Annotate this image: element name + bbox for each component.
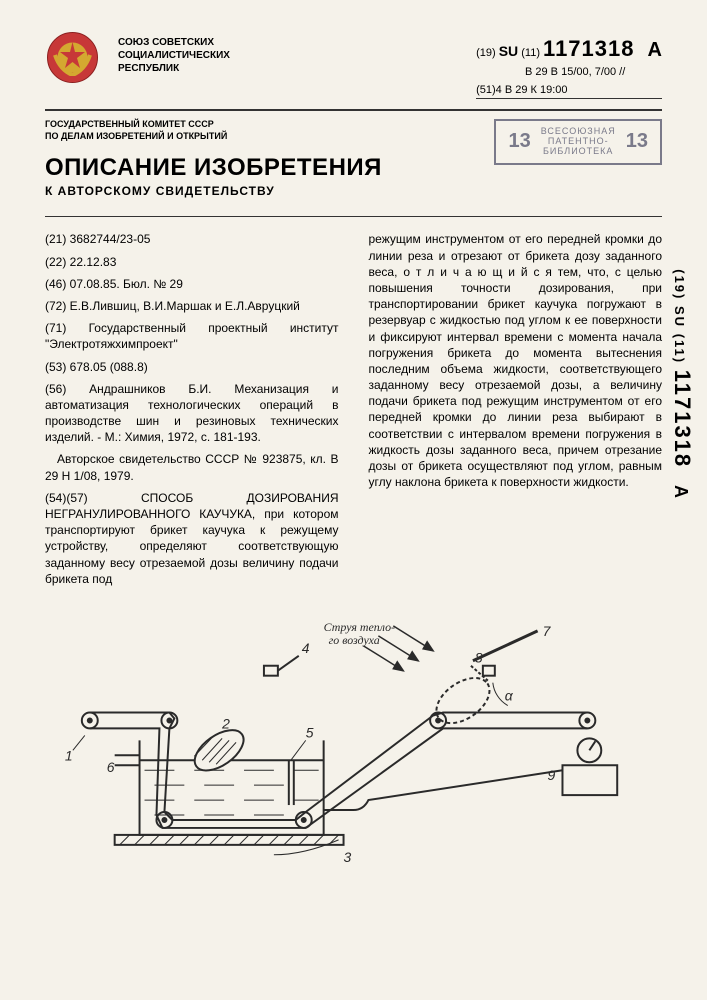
field-71: (71) Государственный проектный институт … [45,320,339,352]
abstract-text: режущим инструментом от его передней кро… [369,231,663,490]
field-21: (21) 3682744/23-05 [45,231,339,247]
field-56: (56) Андрашников Б.И. Механизация и авто… [45,381,339,446]
fig-label-2: 2 [221,715,230,731]
fig-label-1: 1 [65,747,73,763]
ipc-line2: (51)4 В 29 К 19:00 [476,84,662,99]
sub-title: К АВТОРСКОМУ СВИДЕТЕЛЬСТВУ [45,184,382,198]
right-column: режущим инструментом от его передней кро… [369,231,663,593]
header: СОЮЗ СОВЕТСКИХ СОЦИАЛИСТИЧЕСКИХ РЕСПУБЛИ… [45,30,662,99]
title-block: ОПИСАНИЕ ИЗОБРЕТЕНИЯ К АВТОРСКОМУ СВИДЕТ… [45,154,382,198]
stamp-num-left: 13 [508,130,530,153]
fig-label-6: 6 [107,759,115,775]
pub-kind: A [648,39,662,61]
divider [45,109,662,111]
patent-figure: 1 2 3 4 5 6 7 8 9 α Струя тепло- го возд… [45,611,662,880]
fig-label-4: 4 [302,640,310,656]
field-22: (22) 22.12.83 [45,254,339,270]
thin-divider [45,216,662,217]
pub-number: 1171318 [543,36,634,61]
pub-country: SU [499,43,518,59]
fig-label-alpha: α [505,688,514,704]
field-56b: Авторское свидетельство СССР № 923875, к… [45,451,339,483]
committee-label: ГОСУДАРСТВЕННЫЙ КОМИТЕТ СССР ПО ДЕЛАМ ИЗ… [45,119,382,142]
ipc-line1: В 29 В 15/00, 7/00 // [476,66,662,80]
pub-num-code: (11) [521,47,540,59]
field-53: (53) 678.05 (088.8) [45,359,339,375]
fig-label-9: 9 [548,767,556,783]
fig-label-8: 8 [475,650,483,666]
ussr-emblem-icon [45,30,100,85]
side-publication-label: (19) SU (11) 1171318 A [669,269,695,500]
publication-info: (19) SU (11) 1171318 A В 29 В 15/00, 7/0… [476,30,662,99]
biblio-columns: (21) 3682744/23-05 (22) 22.12.83 (46) 07… [45,231,662,593]
fig-label-3: 3 [344,849,352,865]
field-46: (46) 07.08.85. Бюл. № 29 [45,276,339,292]
left-column: (21) 3682744/23-05 (22) 22.12.83 (46) 07… [45,231,339,593]
stamp-text: ВСЕСОЮЗНАЯ ПАТЕНТНО- БИБЛИОТЕКА [541,127,616,157]
air-jet-label: Струя тепло- го воздуха [324,620,398,647]
fig-label-5: 5 [306,724,314,740]
library-stamp: 13 ВСЕСОЮЗНАЯ ПАТЕНТНО- БИБЛИОТЕКА 13 [494,119,662,165]
fig-label-7: 7 [543,623,552,639]
field-72: (72) Е.В.Лившиц, В.И.Маршак и Е.Л.Авруцк… [45,298,339,314]
pub-country-code: (19) [476,47,496,59]
main-title: ОПИСАНИЕ ИЗОБРЕТЕНИЯ [45,154,382,182]
stamp-num-right: 13 [626,130,648,153]
union-label: СОЮЗ СОВЕТСКИХ СОЦИАЛИСТИЧЕСКИХ РЕСПУБЛИ… [118,30,230,75]
field-54-57: (54)(57) СПОСОБ ДОЗИРОВАНИЯ НЕГРАНУЛИРОВ… [45,490,339,587]
